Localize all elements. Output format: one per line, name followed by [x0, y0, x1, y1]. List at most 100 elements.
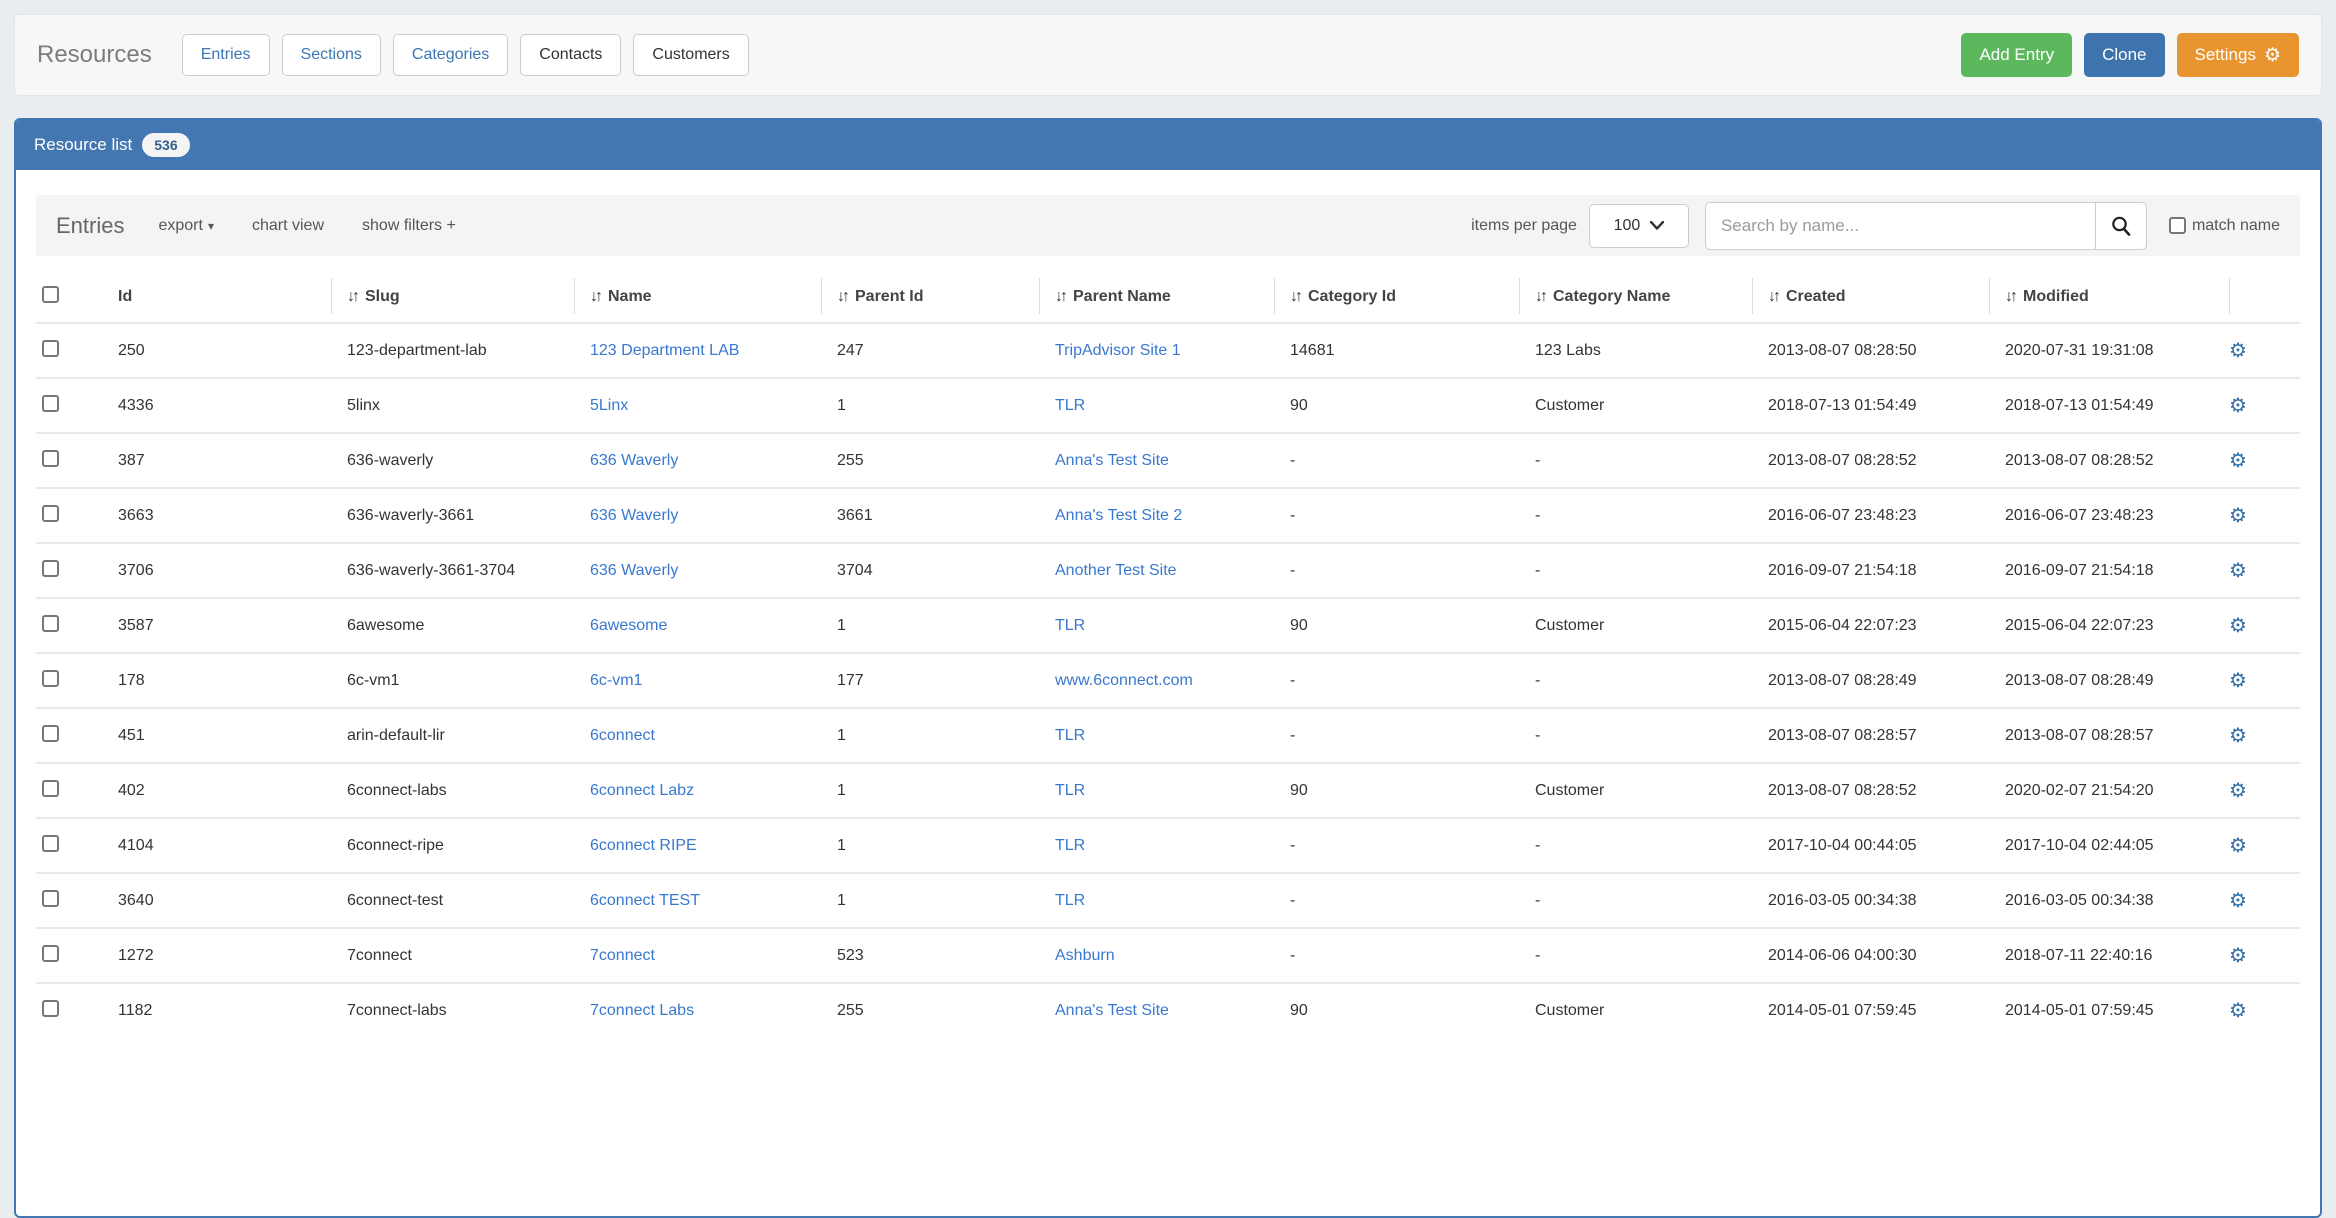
chart-view-link[interactable]: chart view	[251, 216, 325, 234]
parent-name-link[interactable]: Anna's Test Site 2	[1055, 506, 1183, 524]
name-link[interactable]: 6connect TEST	[590, 891, 700, 909]
nav-button-customers[interactable]: Customers	[633, 34, 749, 76]
row-gear-icon[interactable]: ⚙	[2229, 725, 2247, 747]
name-link[interactable]: 123 Department LAB	[590, 341, 740, 359]
row-checkbox[interactable]	[42, 834, 59, 852]
row-gear-icon[interactable]: ⚙	[2229, 615, 2247, 637]
cell-category-name: Customer	[1535, 1001, 1605, 1019]
row-checkbox[interactable]	[42, 559, 59, 577]
add-entry-button[interactable]: Add Entry	[1961, 33, 2073, 77]
parent-name-link[interactable]: TLR	[1055, 726, 1086, 744]
cell-category-name: Customer	[1535, 781, 1605, 799]
sort-icon: ↓↑	[1055, 288, 1068, 305]
cell-slug: 636-waverly-3661-3704	[347, 561, 516, 579]
name-link[interactable]: 6connect Labz	[590, 781, 695, 799]
cell-category-id: 90	[1290, 1001, 1308, 1019]
row-checkbox[interactable]	[42, 669, 59, 687]
row-gear-icon[interactable]: ⚙	[2229, 780, 2247, 802]
export-menu[interactable]: export ▾	[158, 217, 214, 235]
name-link[interactable]: 636 Waverly	[590, 451, 679, 469]
name-link[interactable]: 6connect	[590, 726, 655, 744]
cell-created: 2013-08-07 08:28:52	[1768, 781, 1917, 799]
row-checkbox[interactable]	[42, 889, 59, 907]
parent-name-link[interactable]: TLR	[1055, 836, 1086, 854]
name-link[interactable]: 636 Waverly	[590, 561, 679, 579]
cell-slug: 5linx	[347, 396, 380, 414]
search-input[interactable]	[1704, 201, 2095, 250]
parent-name-link[interactable]: www.6connect.com	[1055, 671, 1193, 689]
parent-name-link[interactable]: TLR	[1055, 616, 1086, 634]
column-header-id[interactable]: Id	[102, 270, 331, 323]
row-gear-icon[interactable]: ⚙	[2229, 1000, 2247, 1022]
row-checkbox[interactable]	[42, 614, 59, 632]
cell-name: 123 Department LAB	[574, 323, 821, 378]
row-gear-icon[interactable]: ⚙	[2229, 835, 2247, 857]
cell-parent-id: 3704	[837, 561, 873, 579]
row-gear-icon[interactable]: ⚙	[2229, 450, 2247, 472]
parent-name-link[interactable]: Another Test Site	[1055, 561, 1177, 579]
parent-name-link[interactable]: TLR	[1055, 891, 1086, 909]
name-link[interactable]: 6connect RIPE	[590, 836, 697, 854]
column-header-created[interactable]: ↓↑ Created	[1752, 270, 1989, 323]
items-per-page-select[interactable]: 100	[1588, 203, 1689, 248]
search-button[interactable]	[2094, 201, 2147, 250]
row-gear-icon[interactable]: ⚙	[2229, 395, 2247, 417]
parent-name-link[interactable]: Anna's Test Site	[1055, 451, 1169, 469]
row-gear-icon[interactable]: ⚙	[2229, 945, 2247, 967]
name-link[interactable]: 6awesome	[590, 616, 668, 634]
row-gear-icon[interactable]: ⚙	[2229, 560, 2247, 582]
cell-modified: 2020-07-31 19:31:08	[2005, 341, 2154, 359]
parent-name-link[interactable]: Anna's Test Site	[1055, 1001, 1169, 1019]
sort-icon: ↓↑	[837, 288, 850, 305]
name-link[interactable]: 7connect Labs	[590, 1001, 695, 1019]
row-gear-icon[interactable]: ⚙	[2229, 505, 2247, 527]
row-gear-icon[interactable]: ⚙	[2229, 340, 2247, 362]
settings-button[interactable]: Settings ⚙	[2176, 33, 2299, 77]
show-filters-link[interactable]: show filters +	[362, 216, 456, 234]
cell-created: 2015-06-04 22:07:23	[1768, 616, 1917, 634]
parent-name-link[interactable]: TripAdvisor Site 1	[1055, 341, 1181, 359]
cell-category-id: -	[1290, 726, 1296, 744]
select-all-checkbox[interactable]	[42, 286, 59, 303]
column-header-name[interactable]: ↓↑ Name	[574, 270, 821, 323]
cell-created: 2014-05-01 07:59:45	[1768, 1001, 1917, 1019]
row-gear-icon[interactable]: ⚙	[2229, 670, 2247, 692]
column-header-category-name[interactable]: ↓↑ Category Name	[1519, 270, 1752, 323]
row-checkbox[interactable]	[42, 449, 59, 467]
row-checkbox[interactable]	[42, 779, 59, 797]
nav-button-sections[interactable]: Sections	[281, 34, 381, 76]
table-row: 1182 7connect-labs 7connect Labs 255 Ann…	[36, 983, 2300, 1037]
column-header-parent-id[interactable]: ↓↑ Parent Id	[821, 270, 1039, 323]
chevron-down-icon	[1650, 221, 1665, 230]
column-label: Parent Name	[1073, 288, 1171, 305]
parent-name-link[interactable]: Ashburn	[1055, 946, 1115, 964]
column-header-parent-name[interactable]: ↓↑ Parent Name	[1039, 270, 1274, 323]
parent-name-link[interactable]: TLR	[1055, 781, 1086, 799]
row-checkbox[interactable]	[42, 504, 59, 522]
column-header-modified[interactable]: ↓↑ Modified	[1989, 270, 2229, 323]
row-checkbox[interactable]	[42, 999, 59, 1017]
name-link[interactable]: 5Linx	[590, 396, 629, 414]
clone-button[interactable]: Clone	[2084, 33, 2165, 77]
row-checkbox[interactable]	[42, 339, 59, 357]
name-link[interactable]: 636 Waverly	[590, 506, 679, 524]
nav-button-contacts[interactable]: Contacts	[520, 34, 622, 76]
column-header-slug[interactable]: ↓↑ Slug	[331, 270, 574, 323]
table-row: 178 6c-vm1 6c-vm1 177 www.6connect.com -…	[36, 653, 2300, 708]
cell-created: 2017-10-04 00:44:05	[1768, 836, 1917, 854]
cell-id: 1272	[118, 946, 154, 964]
nav-button-entries[interactable]: Entries	[181, 34, 270, 76]
row-checkbox[interactable]	[42, 394, 59, 412]
row-checkbox[interactable]	[42, 724, 59, 742]
cell-name: 6connect Labz	[574, 763, 821, 818]
sort-icon: ↓↑	[590, 288, 603, 305]
row-gear-icon[interactable]: ⚙	[2229, 890, 2247, 912]
table-row: 3640 6connect-test 6connect TEST 1 TLR -…	[36, 873, 2300, 928]
row-checkbox[interactable]	[42, 944, 59, 962]
name-link[interactable]: 6c-vm1	[590, 671, 643, 689]
nav-button-categories[interactable]: Categories	[392, 34, 509, 76]
match-name-checkbox[interactable]	[2168, 217, 2186, 234]
parent-name-link[interactable]: TLR	[1055, 396, 1086, 414]
column-header-category-id[interactable]: ↓↑ Category Id	[1274, 270, 1519, 323]
name-link[interactable]: 7connect	[590, 946, 655, 964]
